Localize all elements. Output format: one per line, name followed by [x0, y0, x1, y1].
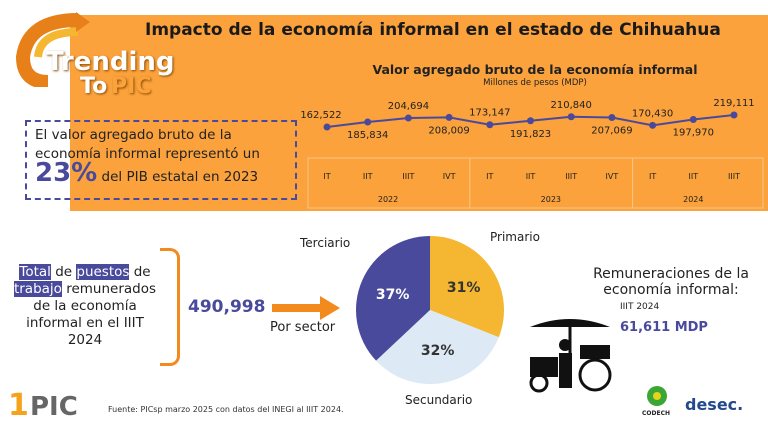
- tick-label: IIT: [688, 172, 698, 181]
- jobs-description: Total de puestos de trabajo remunerados …: [10, 264, 160, 349]
- logo-text-pic: PIC: [111, 74, 152, 99]
- logo-text-to: To: [80, 74, 108, 99]
- tick-label: IT: [486, 172, 493, 181]
- jobs-word: puestos: [76, 264, 130, 280]
- year-label: 2022: [378, 195, 398, 204]
- tick-label: IT: [323, 172, 330, 181]
- line-chart: 2022 2023 2024 162,522 IT 185,834 IIT 204,694 II…: [300, 98, 764, 209]
- data-label: 208,009: [428, 125, 469, 136]
- data-point: [730, 111, 738, 119]
- pie-value-label: 37%: [376, 287, 410, 303]
- jobs-word: remunerados de la economía informal en e…: [26, 281, 157, 348]
- header-band: [70, 15, 768, 211]
- jobs-word: de: [133, 264, 151, 280]
- jobs-word: de: [55, 264, 73, 280]
- pic-10-anos-logo: 1 PIC: [8, 388, 78, 421]
- pie-label-secundario: Secundario: [405, 393, 473, 407]
- tick-label: IVT: [443, 172, 456, 181]
- data-point: [567, 113, 575, 121]
- jobs-word: trabajo: [13, 281, 62, 297]
- tick-label: IIIT: [728, 172, 740, 181]
- data-point: [649, 121, 657, 129]
- summary-text-2: del PIB estatal en 2023: [101, 169, 259, 185]
- data-label: 197,970: [673, 127, 714, 138]
- by-sector-label: Por sector: [270, 320, 336, 335]
- tick-label: IIT: [526, 172, 536, 181]
- svg-text:1: 1: [8, 388, 29, 421]
- tick-label: IIIT: [565, 172, 577, 181]
- axis-frame: [307, 157, 764, 209]
- chart-title: Valor agregado bruto de la economía info…: [372, 62, 698, 77]
- chart-subtitle: Millones de pesos (MDP): [483, 78, 587, 88]
- jobs-total: 490,998: [188, 297, 266, 317]
- data-point: [527, 117, 534, 125]
- summary-percent: 23%: [35, 158, 98, 188]
- data-label: 219,111: [713, 98, 754, 109]
- year-label: 2024: [683, 195, 703, 204]
- codech-logo: CODECH: [641, 410, 670, 417]
- pie-chart: 31% 32% 37%: [356, 236, 504, 384]
- tick-label: IVT: [606, 172, 619, 181]
- desec-logo: desec.: [685, 395, 744, 414]
- remuneraciones-quarter: IIIT 2024: [620, 302, 660, 312]
- logo-text-trending: Trending: [46, 47, 175, 77]
- data-label: 173,147: [469, 108, 510, 119]
- data-label: 162,522: [300, 110, 341, 121]
- street-vendor-cart-icon: [529, 319, 612, 393]
- arrow-right-icon: [272, 296, 340, 320]
- jobs-word: Total: [19, 264, 51, 280]
- data-label: 204,694: [388, 101, 429, 112]
- pie-value-label: 32%: [421, 343, 455, 359]
- remuneraciones-title: Remuneraciones de la economía informal:: [593, 266, 749, 298]
- pie-slice: [430, 236, 504, 338]
- data-label: 207,069: [591, 126, 632, 137]
- summary-box: El valor agregado bruto de la economía i…: [25, 120, 297, 200]
- data-point: [486, 121, 494, 129]
- tick-label: IIT: [363, 172, 373, 181]
- data-point: [445, 113, 453, 121]
- arrow-logo-icon: [15, 12, 90, 87]
- tick-label: IIIT: [402, 172, 414, 181]
- pie-value-label: 31%: [447, 280, 481, 296]
- trending-topic-logo: Trending To PIC: [8, 12, 188, 102]
- data-point: [364, 118, 372, 126]
- codech-logo-icon: [647, 386, 667, 406]
- pie-slice: [356, 236, 430, 361]
- remuneraciones-value: 61,611 MDP: [620, 320, 708, 335]
- pie-label-terciario: Terciario: [300, 236, 351, 250]
- pie-slice: [376, 310, 499, 384]
- data-point: [689, 115, 697, 123]
- data-point: [404, 114, 412, 122]
- pie-label-primario: Primario: [490, 230, 540, 244]
- svg-text:PIC: PIC: [30, 392, 78, 421]
- source-note: Fuente: PICsp marzo 2025 con datos del I…: [108, 405, 344, 414]
- data-label: 191,823: [510, 129, 551, 140]
- summary-text: El valor agregado bruto de la economía i…: [35, 127, 260, 162]
- data-label: 210,840: [551, 100, 592, 111]
- data-point: [608, 114, 616, 122]
- tick-label: IT: [649, 172, 656, 181]
- brace-decoration: [160, 248, 180, 366]
- data-label: 170,430: [632, 108, 673, 119]
- data-label: 185,834: [347, 130, 388, 141]
- page-title: Impacto de la economía informal en el es…: [145, 20, 721, 40]
- data-point: [323, 123, 331, 131]
- year-label: 2023: [541, 195, 561, 204]
